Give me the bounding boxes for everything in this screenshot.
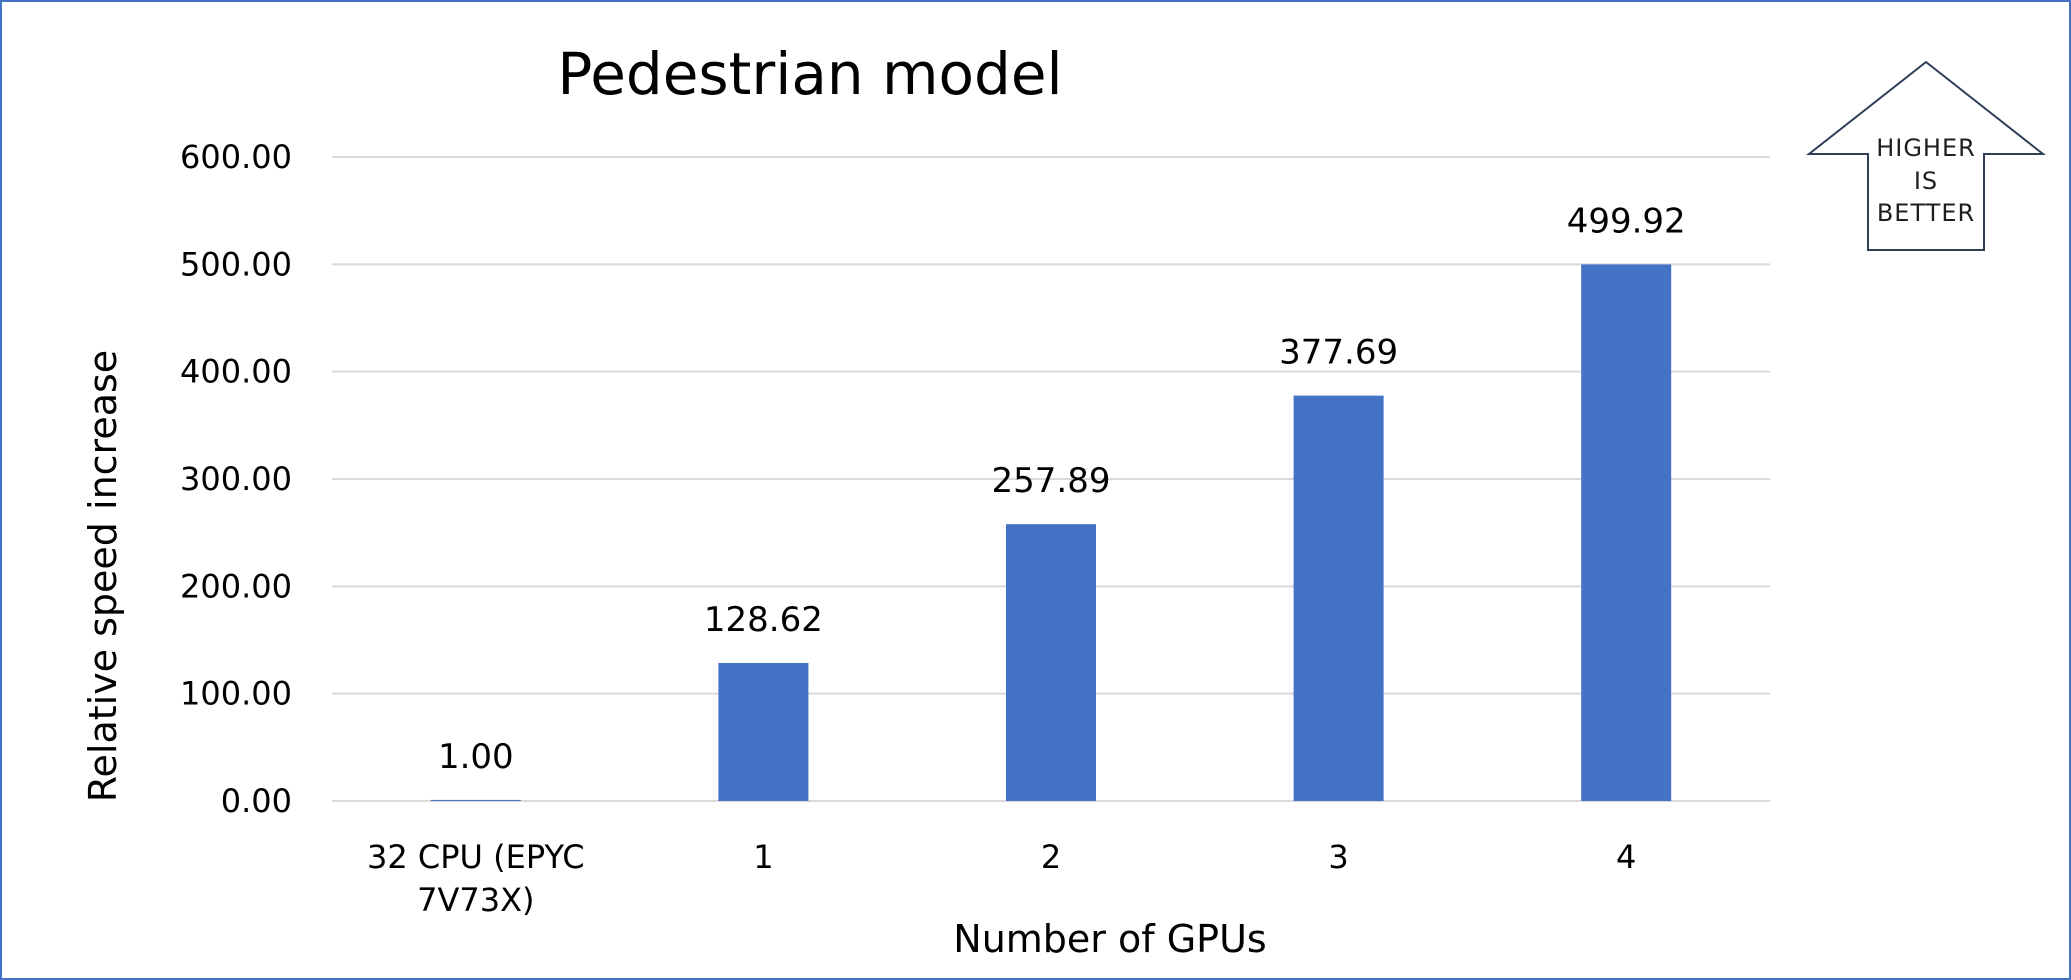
data-label: 128.62: [704, 600, 823, 640]
x-axis-title: Number of GPUs: [953, 917, 1266, 961]
bar: [1581, 264, 1672, 801]
y-tick-label: 400.00: [180, 353, 292, 391]
badge-line-1: HIGHER: [1876, 134, 1976, 162]
y-tick-label: 200.00: [180, 567, 292, 605]
x-category-label: 1: [753, 838, 773, 876]
x-category-label: 2: [1041, 838, 1061, 876]
bars: [430, 264, 1672, 801]
bar: [1293, 395, 1384, 801]
up-arrow-icon: [1806, 60, 2046, 251]
y-tick-label: 500.00: [180, 245, 292, 283]
y-tick-label: 100.00: [180, 675, 292, 713]
higher-is-better-badge: HIGHER IS BETTER: [1806, 60, 2046, 251]
chart-title: Pedestrian model: [557, 40, 1062, 108]
data-labels: 1.00 128.62 257.89 377.69 499.92: [438, 201, 1686, 777]
x-axis-categories: 32 CPU (EPYC 7V73X) 1 2 3 4: [367, 838, 1636, 919]
bar: [718, 662, 809, 801]
badge-line-3: BETTER: [1877, 199, 1975, 227]
x-category-label: 4: [1616, 838, 1636, 876]
y-tick-label: 300.00: [180, 460, 292, 498]
data-label: 499.92: [1567, 201, 1686, 241]
x-category-label: 32 CPU (EPYC 7V73X): [367, 838, 585, 919]
x-category-label: 3: [1328, 838, 1348, 876]
y-axis-title: Relative speed increase: [81, 350, 125, 802]
badge-line-2: IS: [1914, 167, 1938, 195]
y-tick-label: 600.00: [180, 138, 292, 176]
data-label: 1.00: [438, 737, 514, 777]
data-label: 377.69: [1279, 333, 1398, 373]
y-tick-label: 0.00: [221, 782, 292, 820]
bar: [430, 799, 521, 801]
data-label: 257.89: [992, 461, 1111, 501]
bar: [1006, 524, 1096, 801]
y-axis-ticks: 0.00 100.00 200.00 300.00 400.00 500.00 600.00: [180, 138, 292, 820]
